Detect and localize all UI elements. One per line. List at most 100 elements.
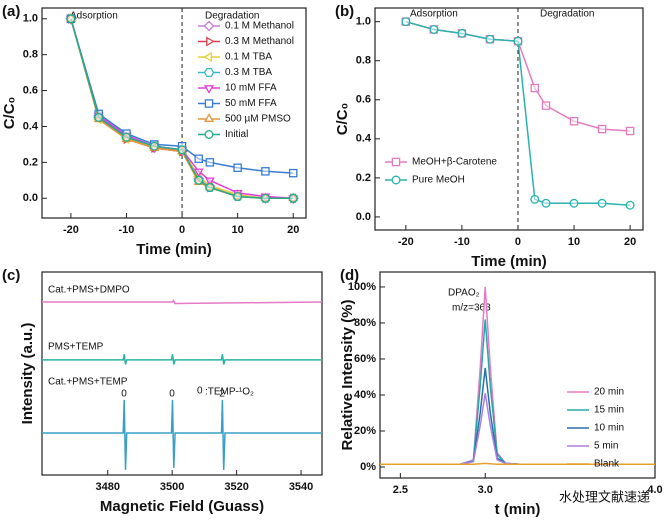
x-tick-label: 4.0 [647, 484, 662, 496]
y-tick-label: 0% [360, 461, 376, 473]
legend-label: 0.1 M TBA [225, 52, 272, 63]
y-tick-label: 40% [354, 389, 376, 401]
marker [122, 132, 131, 142]
annotation: PMS+TEMP [48, 342, 104, 353]
annotation: 0 [169, 389, 175, 400]
legend-label: 50 mM FFA [225, 98, 277, 109]
annotation: Cat.+PMS+DMPO [48, 285, 130, 296]
marker [541, 101, 551, 110]
annotation: Adsorption [70, 11, 118, 22]
series-line [70, 18, 294, 174]
y-tick-label: 0.4 [356, 133, 372, 145]
annotation: Degradation [205, 11, 259, 22]
x-axis-label: Time (min) [136, 241, 212, 258]
legend-label: Initial [225, 129, 248, 140]
y-axis-label: C/C₀ [334, 103, 351, 136]
legend-label: 0.3 M Methanol [225, 36, 294, 47]
legend-marker [206, 36, 215, 47]
legend-marker [204, 130, 214, 139]
panel-label: (b) [335, 3, 354, 20]
y-tick-label: 0.0 [356, 211, 371, 223]
marker [177, 145, 187, 155]
plot-frame [41, 271, 323, 476]
legend-label: 500 µM PMSO [225, 114, 291, 125]
x-tick-label: 20 [624, 236, 636, 248]
x-tick-label: -10 [119, 224, 135, 236]
annotation: Degradation [540, 9, 594, 20]
x-tick-label: -20 [398, 236, 414, 248]
marker [597, 198, 607, 208]
x-tick-label: 3520 [224, 481, 248, 493]
x-tick-label: 20 [287, 224, 299, 236]
legend-marker [203, 20, 215, 32]
series-line [70, 18, 294, 200]
x-tick-label: 2.5 [393, 484, 408, 496]
y-tick-label: 0.8 [23, 49, 38, 61]
marker [513, 36, 523, 46]
x-axis-label: Magnetic Field (Guass) [100, 498, 264, 515]
watermark: 水处理文献速递 [559, 489, 650, 504]
marker [625, 126, 635, 136]
legend-label: 5 min [594, 441, 618, 452]
legend-label: 10 mM FFA [225, 83, 277, 94]
series-line [70, 18, 294, 200]
x-axis-label: Time (min) [471, 253, 547, 270]
marker [205, 183, 215, 192]
marker [597, 124, 607, 134]
plot-frame [374, 7, 644, 231]
x-tick-label: 10 [568, 236, 580, 248]
y-tick-label: 100% [348, 281, 376, 293]
x-tick-label: 0 [515, 236, 521, 248]
legend-marker [203, 51, 212, 63]
x-tick-label: -10 [454, 236, 470, 248]
marker [288, 168, 298, 178]
marker [541, 198, 551, 208]
series-line [380, 286, 655, 466]
marker [233, 163, 242, 172]
legend-label: 10 min [594, 423, 624, 434]
annotation: Adsorption [410, 9, 458, 20]
annotation: 0 [197, 386, 203, 397]
marker [261, 167, 270, 176]
y-axis-label: Intensity (a.u.) [19, 323, 36, 425]
legend-label: 15 min [594, 405, 624, 416]
marker [457, 28, 467, 38]
y-tick-label: 0.8 [356, 55, 371, 67]
series-line [380, 462, 655, 466]
marker [233, 191, 243, 201]
legend-marker [391, 157, 401, 167]
plot-frame [41, 7, 307, 219]
x-tick-label: 10 [232, 224, 244, 236]
y-tick-label: 0.6 [356, 94, 371, 106]
marker [205, 158, 215, 167]
marker [569, 198, 579, 208]
legend-marker [203, 113, 215, 122]
marker [194, 175, 204, 185]
series-line [42, 298, 323, 305]
legend-marker [203, 67, 215, 78]
marker [193, 168, 204, 178]
panel-label: (a) [2, 3, 20, 20]
marker [194, 154, 203, 164]
marker [260, 193, 270, 203]
y-tick-label: 0.2 [23, 156, 38, 168]
marker [625, 200, 635, 210]
y-tick-label: 20% [354, 425, 376, 437]
panel-label: (c) [2, 267, 20, 284]
y-tick-label: 0.2 [356, 172, 371, 184]
y-tick-label: 0.4 [23, 120, 39, 132]
y-tick-label: 0.0 [23, 192, 38, 204]
y-tick-label: 80% [354, 317, 376, 329]
marker [401, 17, 411, 27]
x-tick-label: 3540 [289, 481, 313, 493]
marker [569, 116, 579, 126]
panel-label: (d) [340, 267, 359, 284]
marker [94, 113, 104, 122]
y-axis-label: C/C₀ [1, 97, 18, 130]
legend-marker [204, 99, 214, 108]
marker [485, 34, 495, 44]
marker [429, 25, 439, 34]
x-tick-label: -20 [63, 224, 79, 236]
legend-label: 0.3 M TBA [225, 67, 272, 78]
